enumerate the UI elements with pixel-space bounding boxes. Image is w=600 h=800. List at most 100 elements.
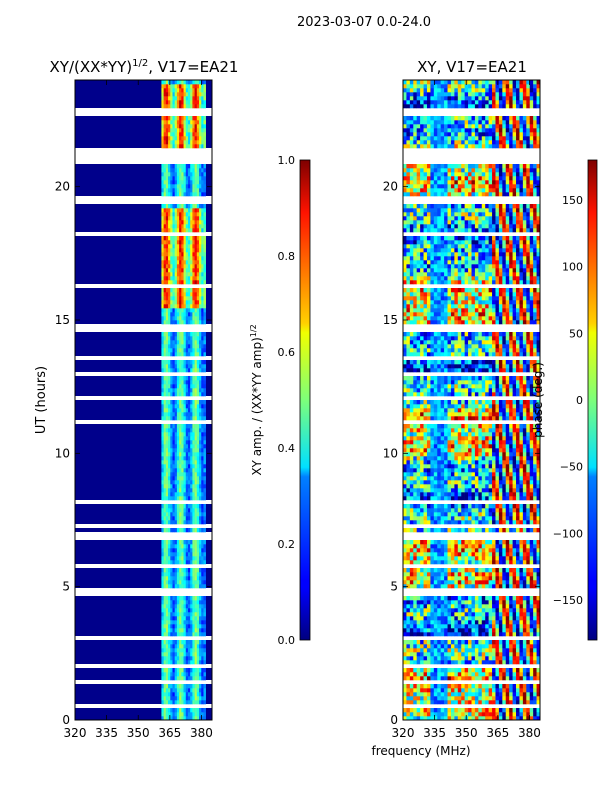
- amp-ytick-label: 20: [55, 180, 70, 194]
- phase-cell: [478, 460, 483, 465]
- amp-cell: [196, 264, 200, 269]
- amp-cell: [170, 348, 173, 353]
- amp-cell: [201, 440, 204, 445]
- amp-cell: [203, 416, 206, 421]
- phase-cell: [450, 560, 455, 565]
- amp-cell: [172, 408, 175, 413]
- phase-cell: [481, 628, 486, 633]
- amp-cell: [183, 140, 187, 145]
- phase-cell: [440, 460, 445, 465]
- amp-cell: [199, 688, 202, 693]
- amp-cell: [170, 548, 173, 553]
- amp-cell: [176, 600, 180, 605]
- phase-cell: [454, 712, 459, 717]
- amp-cell: [163, 528, 167, 533]
- phase-cell: [464, 584, 469, 589]
- amp-cell: [179, 184, 182, 189]
- phase-cell: [444, 464, 448, 469]
- amp-cell: [168, 684, 171, 689]
- phase-cell: [403, 496, 407, 501]
- amp-cell: [179, 452, 182, 457]
- amp-cell: [174, 96, 178, 101]
- phase-cell: [413, 560, 417, 565]
- phase-cell: [457, 528, 462, 533]
- amp-cell: [183, 696, 187, 701]
- phase-cell: [437, 584, 441, 589]
- phase-cell: [516, 580, 520, 585]
- phase-cell: [512, 576, 517, 581]
- amp-cell: [170, 708, 173, 713]
- phase-cell: [440, 624, 445, 629]
- amp-cell: [190, 136, 193, 141]
- phase-cell: [450, 572, 455, 577]
- amp-cell: [168, 84, 171, 89]
- amp-y-axis-label: UT (hours): [34, 366, 49, 434]
- phase-cell: [471, 540, 476, 545]
- amp-cell: [183, 144, 187, 149]
- amp-cell: [161, 140, 164, 145]
- amp-cell: [196, 672, 200, 677]
- amp-cell: [161, 648, 164, 653]
- phase-cell: [498, 548, 503, 553]
- amp-cell: [168, 416, 171, 421]
- amp-cell: [203, 288, 206, 293]
- amp-cell: [203, 248, 206, 253]
- phase-cell: [447, 620, 452, 625]
- amp-cell: [172, 708, 175, 713]
- amp-cell: [176, 288, 180, 293]
- amp-cell: [194, 384, 198, 389]
- amp-cell: [176, 472, 180, 477]
- amp-cell: [190, 640, 193, 645]
- amp-cell: [199, 696, 202, 701]
- phase-cell: [536, 684, 541, 689]
- phase-cell: [450, 616, 455, 621]
- phase-cell: [457, 600, 462, 605]
- amp-cell: [199, 336, 202, 341]
- amp-cell: [185, 384, 189, 389]
- amp-cell: [172, 416, 175, 421]
- amp-cell: [194, 612, 198, 617]
- phase-cell: [433, 696, 438, 701]
- amp-cell: [199, 468, 202, 473]
- phase-cell: [485, 512, 489, 517]
- amp-cell: [163, 344, 167, 349]
- phase-cell: [468, 468, 472, 473]
- amp-cell: [194, 192, 198, 197]
- amp-cell: [170, 404, 173, 409]
- phase-cell: [426, 576, 431, 581]
- amp-cell: [196, 180, 200, 185]
- phase-cell: [474, 548, 479, 553]
- phase-cell: [516, 512, 520, 517]
- amp-cell: [185, 184, 189, 189]
- phase-cell: [464, 648, 469, 653]
- amp-cell: [187, 672, 191, 677]
- amp-cell: [181, 416, 184, 421]
- amp-cell: [172, 516, 175, 521]
- phase-cell: [444, 452, 448, 457]
- phase-cell: [454, 676, 459, 681]
- amp-cell: [172, 432, 175, 437]
- phase-cell: [505, 452, 510, 457]
- phase-cell: [488, 540, 493, 545]
- amp-cell: [165, 684, 169, 689]
- amp-cell: [194, 276, 198, 281]
- phase-cell: [488, 568, 493, 573]
- phase-cell: [409, 508, 414, 513]
- amp-cell: [194, 80, 198, 85]
- amp-cell: [187, 700, 191, 705]
- phase-cell: [481, 644, 486, 649]
- amp-cell: [163, 260, 167, 265]
- amp-cell: [179, 480, 182, 485]
- phase-cell: [413, 596, 417, 601]
- amp-cell: [181, 220, 184, 225]
- amp-cell: [161, 620, 164, 625]
- amp-cell: [185, 456, 189, 461]
- phase-cell: [461, 468, 465, 473]
- amp-cell: [203, 672, 206, 677]
- amp-cell: [190, 216, 193, 221]
- amp-cell: [185, 632, 189, 637]
- amp-cell: [174, 336, 178, 341]
- phase-cell: [505, 660, 510, 665]
- phase-cell: [498, 528, 503, 533]
- amp-cell: [192, 708, 195, 713]
